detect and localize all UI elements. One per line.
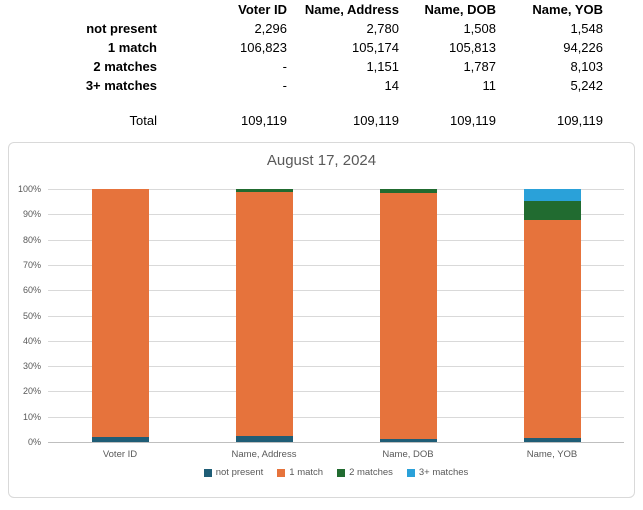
bar-name-dob (379, 189, 437, 442)
y-tick-label-70: 70% (22, 259, 41, 270)
legend-item-not-present: not present (203, 467, 264, 478)
column-header-name-yob: Name, YOB (532, 2, 603, 17)
bar-segment-not-present (379, 438, 437, 442)
bar-segment-1-match (379, 193, 437, 439)
y-tick-label-80: 80% (22, 234, 41, 245)
y-tick-label-20: 20% (22, 386, 41, 397)
table-cell: 14 (384, 78, 399, 93)
bar-segment-not-present (523, 438, 581, 442)
table-cell: 1,787 (463, 59, 496, 74)
bar-segment-2-matches (523, 201, 581, 220)
bar-segment-2-matches (379, 189, 437, 194)
gridline (48, 391, 624, 393)
x-axis-label-name-yob: Name, YOB (526, 449, 578, 460)
row-label-1-match: 1 match (107, 40, 157, 55)
table-cell: 2,296 (254, 21, 287, 36)
column-header-voter-id: Voter ID (238, 2, 287, 17)
legend-label-not-present: not present (215, 467, 264, 478)
x-axis-line (48, 442, 624, 443)
bar-segment-1-match (523, 219, 581, 439)
bar-segment-not-present (91, 436, 149, 442)
bar-name-yob (523, 189, 581, 442)
legend-label-2-matches: 2 matches (349, 467, 393, 478)
legend-label-3plus-matches: 3+ matches (418, 467, 469, 478)
table-cell: 8,103 (570, 59, 603, 74)
plot-area: 0% 10% 20% 30% 40% 50% 60% 70% 80% 90% 100% Voter I… (18, 184, 624, 460)
y-tick-label-60: 60% (22, 285, 41, 296)
bar-segment-1-match (91, 189, 149, 437)
column-header-name-dob: Name, DOB (424, 2, 496, 17)
y-tick-label-50: 50% (22, 310, 41, 321)
table-cell: 105,174 (352, 40, 399, 55)
row-label-not-present: not present (86, 21, 157, 36)
gridline (48, 239, 624, 241)
gridline (48, 340, 624, 342)
legend-label-1-match: 1 match (289, 467, 324, 478)
legend-item-3plus-matches: 3+ matches (406, 467, 469, 478)
summary-table: Voter ID Name, Address Name, DOB Name, YOB n… (0, 0, 603, 130)
legend-swatch-3plus-matches (406, 468, 415, 477)
y-tick-label-30: 30% (22, 361, 41, 372)
legend-swatch-2-matches (337, 468, 346, 477)
total-cell: 109,119 (556, 113, 603, 128)
bar-segment-1-match (235, 191, 293, 436)
chart-title: August 17, 2024 (266, 152, 377, 169)
y-tick-label-0: 0% (27, 437, 41, 447)
table-spacer (0, 95, 603, 111)
legend-item-2-matches: 2 matches (337, 467, 393, 478)
table-cell: 11 (482, 78, 497, 93)
gridline (48, 264, 624, 266)
legend-swatch-not-present (203, 468, 212, 477)
bar-segment-3plus-matches (523, 189, 581, 202)
total-cell: 109,119 (240, 113, 287, 128)
total-row-label: Total (129, 113, 157, 128)
table-cell: 106,823 (240, 40, 287, 55)
y-tick-label-40: 40% (22, 335, 41, 346)
chart-frame: August 17, 2024 0% 10% 20% 30% 40% 50% 60% 70% 8… (8, 142, 635, 498)
legend-item-1-match: 1 match (277, 467, 323, 478)
table-cell: 1,151 (366, 59, 399, 74)
gridline (48, 214, 624, 216)
bar-segment-not-present (235, 435, 293, 442)
row-label-3plus-matches: 3+ matches (85, 78, 157, 93)
row-label-2-matches: 2 matches (93, 59, 157, 74)
table-cell: 94,226 (563, 40, 603, 55)
y-tick-label-90: 90% (22, 209, 41, 220)
bar-segment-2-matches (235, 189, 293, 192)
table-cell: 1,548 (570, 21, 603, 36)
table-cell: - (282, 59, 287, 74)
table-cell: - (282, 78, 287, 93)
x-axis-label-voter-id: Voter ID (102, 449, 138, 460)
chart-legend: not present 1 match 2 matches 3+ matches (48, 467, 624, 478)
table-cell: 5,242 (570, 78, 603, 93)
column-header-name-address: Name, Address (304, 2, 399, 17)
table-cell: 105,813 (449, 40, 496, 55)
legend-swatch-1-match (277, 468, 286, 477)
x-axis-label-name-address: Name, Address (231, 449, 297, 460)
y-tick-label-10: 10% (22, 411, 41, 422)
gridline (48, 366, 624, 368)
bar-name-address (235, 189, 293, 442)
table-cell: 2,780 (366, 21, 399, 36)
table-cell: 1,508 (463, 21, 496, 36)
gridline (48, 315, 624, 317)
gridline (48, 416, 624, 418)
gridline (48, 189, 624, 190)
total-cell: 109,119 (352, 113, 399, 128)
gridline (48, 290, 624, 292)
bar-voter-id (91, 189, 149, 442)
total-cell: 109,119 (449, 113, 496, 128)
x-axis-label-name-dob: Name, DOB (382, 449, 434, 460)
y-tick-label-100: 100% (17, 184, 41, 194)
corner-cell (0, 0, 157, 19)
